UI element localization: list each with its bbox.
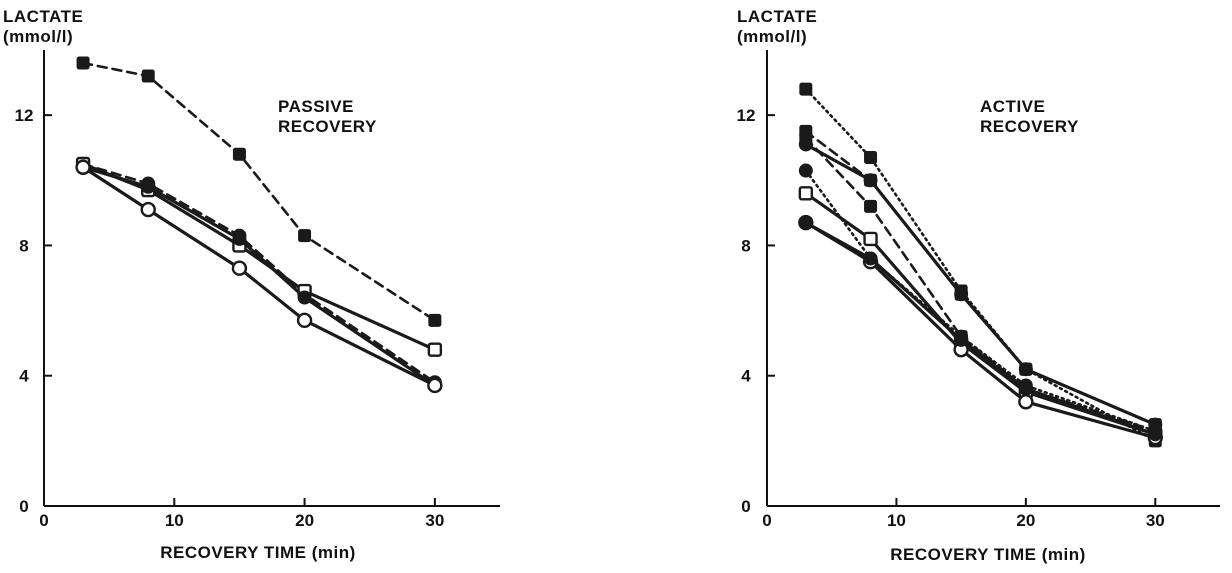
data-point bbox=[863, 251, 878, 266]
x-tick-label: 20 bbox=[1016, 511, 1035, 530]
x-tick-label: 30 bbox=[1146, 511, 1165, 530]
data-point bbox=[863, 231, 878, 247]
series-0 bbox=[76, 56, 442, 327]
data-point bbox=[75, 159, 91, 175]
x-tick-label: 0 bbox=[39, 511, 48, 530]
data-point bbox=[297, 290, 312, 305]
data-point bbox=[76, 56, 90, 70]
y-axis-label: LACTATE (mmol/l) bbox=[3, 7, 83, 46]
data-point bbox=[1148, 427, 1163, 442]
series-6 bbox=[798, 214, 1163, 446]
series-7 bbox=[798, 215, 1163, 442]
passive-recovery-chart: 0 10 20 30 0 4 8 12 LACTATE (mmol/l) RECOVERY TIME… bbox=[3, 7, 500, 562]
series-line bbox=[804, 169, 1157, 433]
x-tick-label: 20 bbox=[295, 511, 314, 530]
series-line bbox=[81, 165, 437, 388]
chart-title: PASSIVE RECOVERY bbox=[278, 97, 377, 136]
series-4 bbox=[798, 163, 1163, 439]
y-tick-label: 4 bbox=[741, 367, 751, 386]
data-point bbox=[798, 215, 813, 230]
data-point bbox=[864, 150, 878, 164]
data-point bbox=[140, 201, 156, 218]
active-recovery-chart: 0 10 20 30 0 4 8 12 LACTATE (mmol/l) RECOVERY TIME… bbox=[737, 7, 1220, 564]
y-tick-label: 8 bbox=[741, 236, 750, 255]
data-point bbox=[864, 199, 878, 213]
data-point bbox=[232, 231, 247, 246]
x-axis-label: RECOVERY TIME (min) bbox=[890, 545, 1086, 564]
data-point bbox=[231, 260, 248, 276]
series-line bbox=[804, 142, 1157, 427]
y-tick-label: 8 bbox=[19, 236, 28, 255]
x-tick-label: 10 bbox=[165, 511, 184, 530]
x-tick-label: 0 bbox=[762, 511, 771, 530]
data-point bbox=[298, 229, 312, 243]
series-line bbox=[804, 130, 1157, 426]
y-tick-label: 0 bbox=[19, 497, 28, 516]
x-tick-label: 30 bbox=[425, 511, 444, 530]
series-3 bbox=[798, 137, 1163, 432]
data-point bbox=[232, 147, 246, 161]
y-axis-label: LACTATE (mmol/l) bbox=[737, 7, 817, 46]
data-point bbox=[141, 69, 155, 83]
x-axis-label: RECOVERY TIME (min) bbox=[160, 543, 356, 562]
series-3 bbox=[76, 160, 442, 393]
data-point bbox=[799, 82, 813, 96]
data-point bbox=[798, 163, 813, 178]
y-tick-label: 0 bbox=[741, 497, 750, 516]
y-tick-label: 4 bbox=[19, 367, 29, 386]
series-line bbox=[804, 221, 1157, 440]
series-line bbox=[804, 136, 1157, 433]
series-line bbox=[804, 191, 1157, 436]
series-0 bbox=[799, 82, 1162, 448]
data-point bbox=[427, 342, 443, 357]
data-point bbox=[1018, 394, 1034, 410]
data-point bbox=[954, 287, 969, 302]
series-4 bbox=[75, 159, 443, 394]
x-tick-label: 10 bbox=[887, 511, 906, 530]
data-point bbox=[1018, 362, 1033, 377]
data-point bbox=[798, 186, 814, 201]
data-point bbox=[1018, 381, 1033, 396]
y-tick-label: 12 bbox=[15, 106, 34, 125]
data-point bbox=[863, 173, 878, 188]
y-tick-label: 12 bbox=[737, 106, 756, 125]
series-line bbox=[81, 61, 437, 322]
chart-title: ACTIVE RECOVERY bbox=[980, 97, 1079, 136]
data-point bbox=[954, 332, 969, 347]
series-2 bbox=[799, 131, 1162, 438]
data-point bbox=[141, 179, 156, 194]
data-point bbox=[427, 377, 443, 394]
data-point bbox=[798, 137, 813, 152]
data-point bbox=[428, 313, 442, 327]
series-line bbox=[804, 87, 1157, 443]
data-point bbox=[296, 312, 313, 329]
